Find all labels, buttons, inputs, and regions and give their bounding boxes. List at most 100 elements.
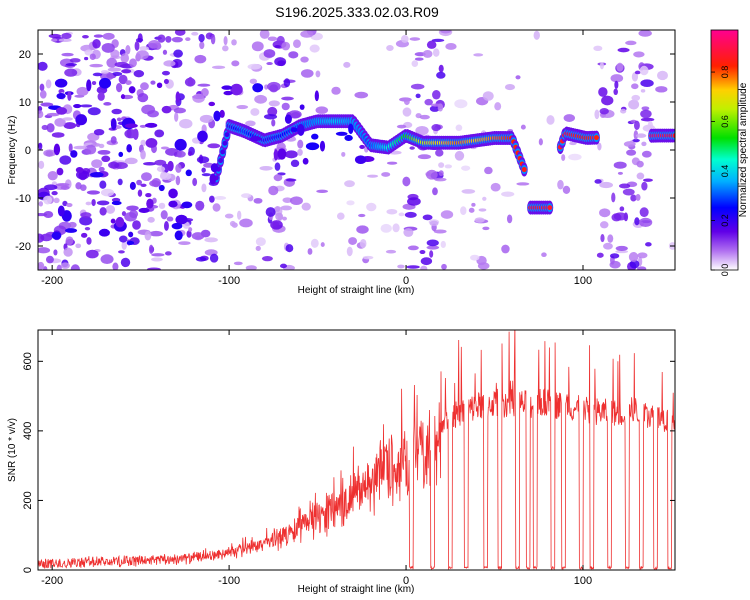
heatmap-cell	[620, 108, 627, 114]
heatmap-cell	[39, 90, 47, 99]
heatmap-cell	[631, 83, 639, 90]
heatmap-cell	[647, 120, 653, 131]
heatmap-cell	[126, 128, 132, 139]
heatmap-cell	[125, 45, 131, 55]
heatmap-cell	[56, 264, 62, 270]
colorbar-tick-label: 0.2	[720, 214, 730, 227]
heatmap-cell	[163, 60, 176, 67]
heatmap-cell	[280, 205, 293, 211]
heatmap-cell	[335, 131, 348, 136]
heatmap-cell	[213, 110, 221, 122]
heatmap-cell	[147, 110, 159, 118]
heatmap-cell	[60, 262, 70, 269]
heatmap-cell	[220, 149, 226, 155]
heatmap-cell	[406, 265, 420, 269]
heatmap-cell	[299, 104, 305, 110]
heatmap-cell	[268, 185, 279, 196]
heatmap-xtick-label: -200	[41, 275, 63, 287]
heatmap-cell	[557, 179, 564, 190]
snr-ytick-label: 600	[22, 352, 34, 370]
heatmap-cell	[432, 90, 441, 100]
heatmap-cell	[599, 208, 611, 218]
heatmap-cell	[56, 167, 64, 176]
heatmap-cell	[307, 248, 313, 255]
heatmap-cell	[422, 214, 433, 221]
heatmap-cell	[282, 197, 293, 204]
heatmap-cell	[53, 249, 58, 256]
heatmap-cell	[438, 170, 444, 177]
heatmap-cell	[297, 148, 303, 156]
heatmap-ytick-label: 0	[25, 145, 31, 157]
heatmap-cell	[611, 213, 622, 222]
heatmap-cell	[506, 214, 513, 224]
heatmap-cell	[546, 115, 555, 125]
heatmap-cell	[98, 228, 110, 237]
heatmap-cell	[599, 61, 604, 70]
figure-title: S196.2025.333.02.03.R09	[275, 4, 439, 20]
heatmap-cell	[120, 94, 126, 100]
heatmap-cell	[385, 249, 397, 254]
colorbar-tick-label: 0.0	[720, 264, 730, 277]
heatmap-cell	[426, 239, 439, 247]
heatmap-cell	[410, 83, 425, 90]
heatmap-cell	[610, 74, 624, 83]
heatmap-cell	[272, 221, 280, 228]
heatmap-cell	[145, 122, 158, 128]
heatmap-cell	[619, 206, 625, 212]
heatmap-cell	[344, 180, 355, 188]
heatmap-cell	[140, 139, 147, 147]
heatmap-cell	[482, 226, 490, 231]
heatmap-cell	[38, 261, 45, 270]
heatmap-cell	[633, 130, 639, 140]
heatmap-cell	[520, 124, 526, 130]
colorbar-tick-label: 0.6	[720, 115, 730, 128]
heatmap-cell	[628, 99, 640, 110]
heatmap-cell	[279, 263, 288, 269]
heatmap-cell	[346, 200, 355, 206]
heatmap-cell	[504, 84, 516, 91]
heatmap-cell	[276, 142, 286, 151]
heatmap-cell	[150, 80, 156, 85]
heatmap-cell	[359, 144, 365, 149]
heatmap-cell	[657, 70, 668, 81]
heatmap-cell	[45, 255, 54, 264]
heatmap-cell	[124, 123, 138, 129]
heatmap-cell	[344, 134, 353, 142]
heatmap-cell	[159, 172, 172, 180]
heatmap-cell	[101, 42, 115, 53]
heatmap-cell	[263, 49, 276, 58]
heatmap-cell	[297, 123, 305, 136]
colorbar-tick-label: 0.4	[720, 165, 730, 178]
heatmap-cell	[432, 48, 440, 57]
heatmap-cell	[283, 78, 291, 88]
heatmap-cell	[277, 148, 287, 160]
heatmap-cell	[636, 160, 644, 168]
heatmap-cell	[144, 230, 152, 241]
heatmap-cell	[92, 39, 101, 49]
heatmap-cell	[60, 185, 70, 190]
heatmap-cell	[108, 161, 120, 169]
heatmap-cell	[53, 197, 60, 204]
heatmap-cell	[297, 139, 304, 149]
heatmap-cell	[259, 165, 273, 171]
heatmap-cell	[178, 241, 191, 246]
heatmap-cell	[57, 205, 65, 217]
colorbar-tick-label: 0.8	[720, 66, 730, 79]
snr-xtick-label: -200	[41, 575, 63, 587]
heatmap-cell	[87, 107, 101, 116]
heatmap-cell	[637, 252, 648, 259]
heatmap-cell	[420, 265, 428, 270]
heatmap-cell	[414, 57, 424, 61]
heatmap-cell	[599, 181, 614, 189]
heatmap-cell	[625, 40, 637, 46]
heatmap-cell	[192, 177, 198, 187]
heatmap-xtick-label: -100	[218, 275, 240, 287]
heatmap-cell	[185, 37, 191, 42]
heatmap-cell	[440, 30, 452, 34]
heatmap-cell	[149, 230, 164, 237]
heatmap-cell	[38, 106, 43, 112]
heatmap-cell	[309, 44, 320, 53]
heatmap-cell	[120, 53, 130, 63]
heatmap-cell	[62, 117, 73, 121]
